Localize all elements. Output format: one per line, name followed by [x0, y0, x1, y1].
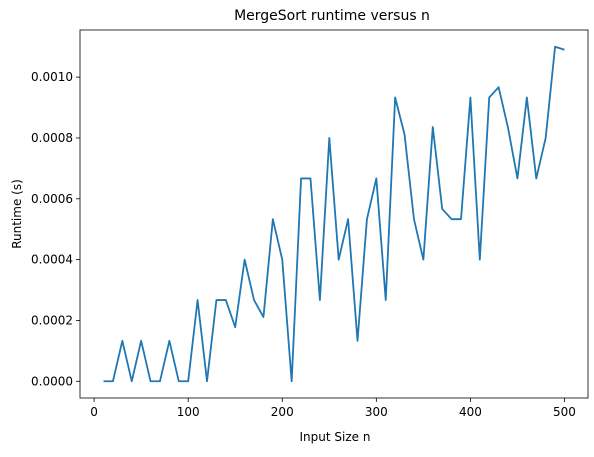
chart-title: MergeSort runtime versus n: [234, 8, 430, 24]
y-tick-label: 0.0004: [31, 253, 73, 267]
y-tick-label: 0.0002: [31, 313, 73, 327]
x-tick-label: 400: [459, 405, 482, 419]
y-tick-label: 0.0008: [31, 131, 73, 145]
y-tick-label: 0.0000: [31, 374, 73, 388]
x-tick-label: 200: [271, 405, 294, 419]
y-axis: 0.0000 0.0002 0.0004 0.0006 0.0008 0.0010: [31, 70, 80, 388]
y-tick-label: 0.0006: [31, 192, 73, 206]
y-tick-label: 0.0010: [31, 70, 73, 84]
x-tick-label: 0: [90, 405, 98, 419]
x-tick-label: 500: [553, 405, 576, 419]
plot-area: [79, 29, 589, 399]
x-tick-label: 100: [177, 405, 200, 419]
y-axis-label: Runtime (s): [10, 179, 24, 249]
series-line: [103, 45, 565, 383]
x-tick-label: 300: [365, 405, 388, 419]
x-axis-label: Input Size n: [300, 430, 371, 444]
x-axis: 0 100 200 300 400 500: [90, 398, 576, 419]
axes-frame: [79, 29, 589, 399]
